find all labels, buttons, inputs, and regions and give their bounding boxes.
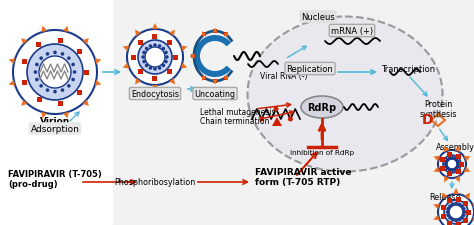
Bar bbox=[440, 158, 446, 162]
Circle shape bbox=[288, 117, 293, 122]
Polygon shape bbox=[152, 24, 158, 30]
Polygon shape bbox=[433, 215, 440, 220]
Bar bbox=[36, 98, 42, 103]
Circle shape bbox=[162, 64, 165, 68]
Text: Adsorption: Adsorption bbox=[30, 124, 80, 133]
Polygon shape bbox=[152, 86, 158, 92]
Circle shape bbox=[162, 47, 165, 51]
Circle shape bbox=[445, 160, 448, 164]
Polygon shape bbox=[190, 54, 194, 59]
Bar bbox=[447, 198, 452, 203]
Polygon shape bbox=[223, 76, 228, 81]
Bar bbox=[153, 34, 157, 39]
Circle shape bbox=[448, 216, 452, 220]
Polygon shape bbox=[135, 30, 141, 37]
Polygon shape bbox=[169, 30, 175, 37]
Bar bbox=[464, 218, 468, 223]
Bar bbox=[459, 162, 465, 167]
Bar bbox=[202, 33, 206, 37]
Polygon shape bbox=[41, 27, 47, 33]
Circle shape bbox=[455, 167, 458, 171]
Circle shape bbox=[447, 207, 450, 211]
Circle shape bbox=[444, 162, 447, 166]
Circle shape bbox=[460, 216, 464, 220]
Bar bbox=[137, 70, 143, 75]
Polygon shape bbox=[123, 63, 129, 69]
Text: mRNA (+): mRNA (+) bbox=[331, 27, 373, 36]
Polygon shape bbox=[212, 28, 218, 33]
Polygon shape bbox=[123, 46, 129, 52]
Polygon shape bbox=[464, 193, 470, 199]
Bar bbox=[213, 30, 217, 34]
Circle shape bbox=[39, 85, 43, 88]
Circle shape bbox=[462, 207, 465, 211]
Circle shape bbox=[456, 162, 460, 166]
Bar bbox=[22, 59, 27, 64]
Ellipse shape bbox=[301, 97, 343, 119]
Text: Transcription: Transcription bbox=[381, 65, 435, 74]
Circle shape bbox=[164, 52, 168, 55]
Polygon shape bbox=[82, 39, 89, 45]
Text: Viral RNA (-): Viral RNA (-) bbox=[260, 72, 308, 81]
Text: Uncoating: Uncoating bbox=[194, 90, 236, 99]
Polygon shape bbox=[181, 63, 187, 69]
Circle shape bbox=[149, 67, 152, 70]
Bar bbox=[191, 55, 195, 59]
Circle shape bbox=[462, 214, 465, 217]
Text: Endocytosis: Endocytosis bbox=[131, 90, 179, 99]
Bar bbox=[22, 81, 27, 86]
Bar bbox=[137, 40, 143, 45]
Circle shape bbox=[39, 57, 71, 89]
Bar bbox=[153, 76, 157, 81]
Polygon shape bbox=[464, 156, 471, 162]
Polygon shape bbox=[169, 79, 175, 85]
Bar bbox=[447, 152, 452, 157]
Polygon shape bbox=[444, 176, 449, 183]
Polygon shape bbox=[41, 112, 47, 119]
Bar bbox=[224, 33, 228, 37]
Text: FAVIPIRAVIR active
form (T-705 RTP): FAVIPIRAVIR active form (T-705 RTP) bbox=[255, 167, 352, 187]
Circle shape bbox=[447, 159, 457, 169]
Polygon shape bbox=[63, 27, 69, 33]
Text: Inhibition of RdRp: Inhibition of RdRp bbox=[290, 149, 354, 155]
Circle shape bbox=[145, 47, 148, 51]
Bar bbox=[456, 170, 461, 175]
Polygon shape bbox=[455, 176, 460, 183]
Circle shape bbox=[35, 78, 39, 82]
Circle shape bbox=[164, 61, 168, 64]
Bar bbox=[464, 201, 468, 206]
Bar bbox=[224, 76, 228, 80]
FancyBboxPatch shape bbox=[0, 0, 113, 225]
Bar bbox=[84, 70, 90, 75]
Circle shape bbox=[273, 107, 279, 112]
Circle shape bbox=[463, 210, 466, 214]
Polygon shape bbox=[9, 59, 15, 65]
Bar bbox=[456, 154, 461, 159]
Circle shape bbox=[153, 44, 157, 48]
Polygon shape bbox=[444, 146, 449, 153]
Bar bbox=[58, 39, 63, 44]
Polygon shape bbox=[212, 80, 218, 85]
Circle shape bbox=[165, 56, 169, 60]
Circle shape bbox=[444, 200, 468, 224]
Circle shape bbox=[145, 64, 148, 68]
Polygon shape bbox=[442, 193, 448, 199]
Circle shape bbox=[438, 150, 466, 178]
Circle shape bbox=[449, 205, 463, 219]
Ellipse shape bbox=[247, 17, 443, 172]
Bar bbox=[167, 40, 173, 45]
Circle shape bbox=[447, 214, 450, 217]
Bar bbox=[167, 70, 173, 75]
Circle shape bbox=[450, 156, 454, 160]
Text: Assembly: Assembly bbox=[436, 142, 474, 151]
Polygon shape bbox=[434, 156, 440, 162]
Circle shape bbox=[451, 202, 455, 206]
Circle shape bbox=[454, 219, 458, 222]
Text: Nucleus: Nucleus bbox=[301, 13, 335, 22]
Circle shape bbox=[460, 204, 464, 208]
Circle shape bbox=[46, 89, 49, 92]
Polygon shape bbox=[9, 81, 15, 86]
Circle shape bbox=[158, 67, 161, 70]
Circle shape bbox=[438, 194, 474, 225]
